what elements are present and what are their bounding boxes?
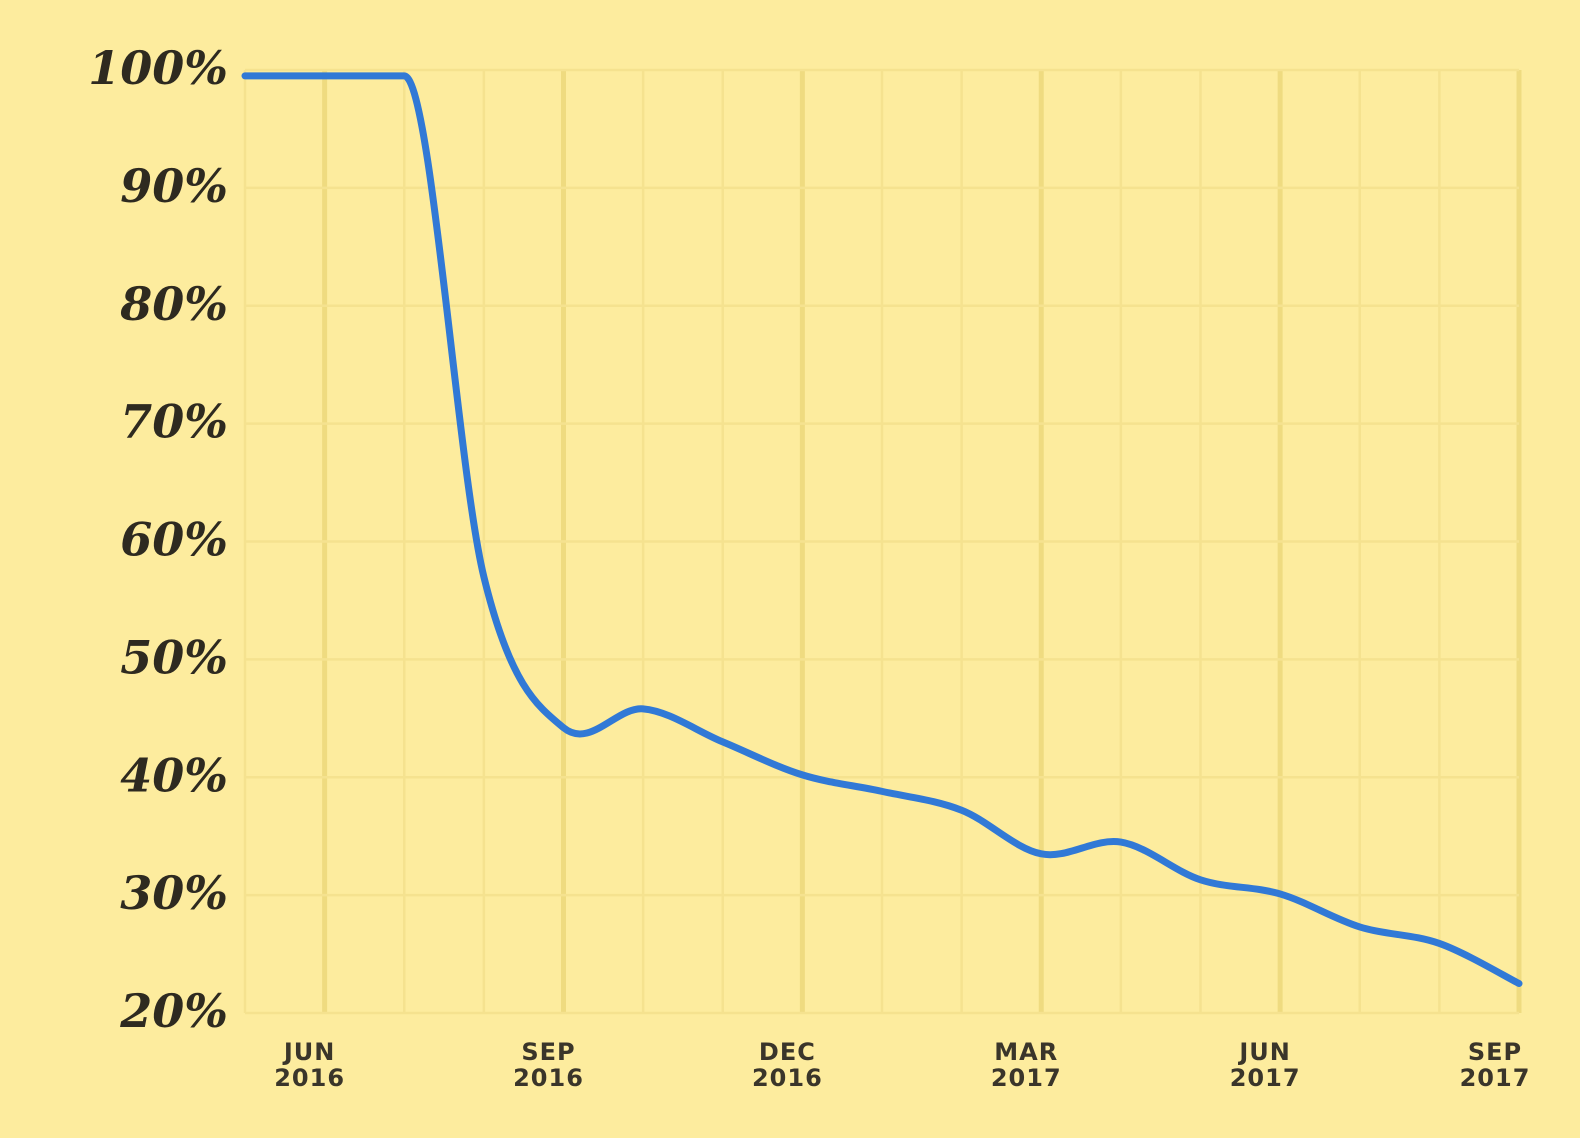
y-tick-label: 40% <box>120 748 228 802</box>
x-tick-month: JUN <box>282 1038 336 1066</box>
x-tick-year: 2016 <box>513 1064 584 1092</box>
y-tick-label: 20% <box>119 984 228 1038</box>
x-tick-month: SEP <box>1468 1038 1522 1066</box>
x-tick-year: 2016 <box>752 1064 823 1092</box>
y-axis-labels: 20% 30% 40% 50% 60% 70% 80% 90% 100% <box>88 41 228 1038</box>
y-tick-label: 30% <box>120 866 228 920</box>
x-axis-labels: JUN2016SEP2016DEC2016MAR2017JUN2017SEP20… <box>274 1038 1531 1092</box>
y-tick-label: 100% <box>88 41 228 95</box>
x-tick-year: 2017 <box>1230 1064 1301 1092</box>
y-tick-label: 70% <box>120 395 228 449</box>
series-line <box>241 72 1523 988</box>
x-tick-year: 2017 <box>1460 1064 1531 1092</box>
y-tick-label: 50% <box>120 630 228 684</box>
y-tick-label: 80% <box>119 277 228 331</box>
x-tick-month: MAR <box>994 1038 1058 1066</box>
y-tick-label: 60% <box>120 513 228 567</box>
x-tick-month: JUN <box>1237 1038 1291 1066</box>
x-tick-month: SEP <box>521 1038 575 1066</box>
x-tick-month: DEC <box>759 1038 816 1066</box>
x-tick-year: 2017 <box>991 1064 1062 1092</box>
series-layer <box>241 72 1523 988</box>
x-tick-year: 2016 <box>274 1064 345 1092</box>
y-tick-label: 90% <box>120 159 228 213</box>
chart-grid <box>243 68 1522 1015</box>
